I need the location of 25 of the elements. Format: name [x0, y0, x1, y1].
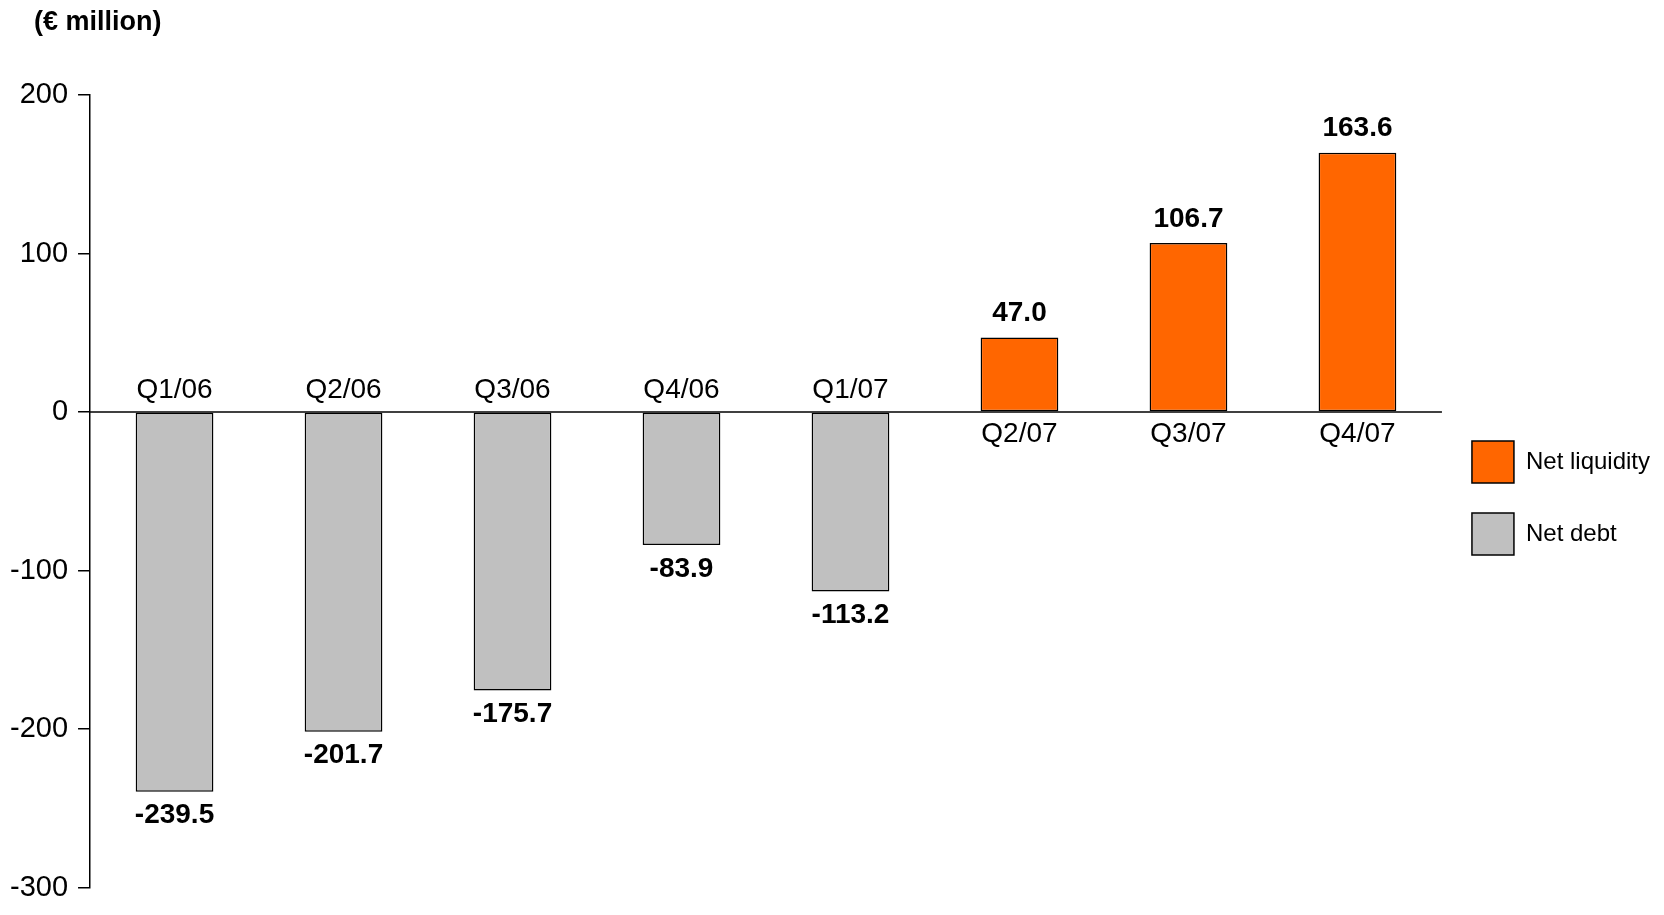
- data-label: -83.9: [649, 551, 714, 583]
- data-label: -175.7: [472, 697, 553, 729]
- y-tick-label: 100: [19, 235, 69, 268]
- legend-label: Net liquidity: [1525, 446, 1651, 474]
- y-tick-label: -100: [10, 552, 69, 585]
- data-label: 47.0: [992, 296, 1047, 328]
- x-tick-label: Q3/07: [1150, 416, 1227, 448]
- y-tick-label: 0: [51, 394, 69, 427]
- y-tick-label: -300: [10, 869, 69, 902]
- x-tick-label: Q1/06: [136, 372, 213, 404]
- x-tick-label: Q4/06: [643, 372, 720, 404]
- data-label: 163.6: [1322, 111, 1393, 143]
- y-tick-label: 200: [19, 77, 69, 109]
- x-tick-label: Q1/07: [812, 372, 889, 404]
- data-label: -201.7: [303, 738, 384, 770]
- x-tick-label: Q4/07: [1319, 416, 1396, 448]
- x-tick-label: Q3/06: [474, 372, 551, 404]
- data-label: 106.7: [1153, 201, 1224, 233]
- y-axis-title: (€ million): [34, 6, 162, 37]
- data-label: -239.5: [134, 798, 215, 830]
- y-tick-label: -200: [10, 711, 69, 744]
- x-tick-label: Q2/06: [305, 372, 382, 404]
- legend-label: Net debt: [1525, 518, 1617, 546]
- data-label: -113.2: [811, 598, 890, 630]
- x-tick-label: Q2/07: [981, 416, 1058, 448]
